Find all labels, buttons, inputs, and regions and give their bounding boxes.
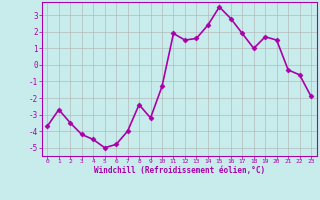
X-axis label: Windchill (Refroidissement éolien,°C): Windchill (Refroidissement éolien,°C) bbox=[94, 166, 265, 175]
